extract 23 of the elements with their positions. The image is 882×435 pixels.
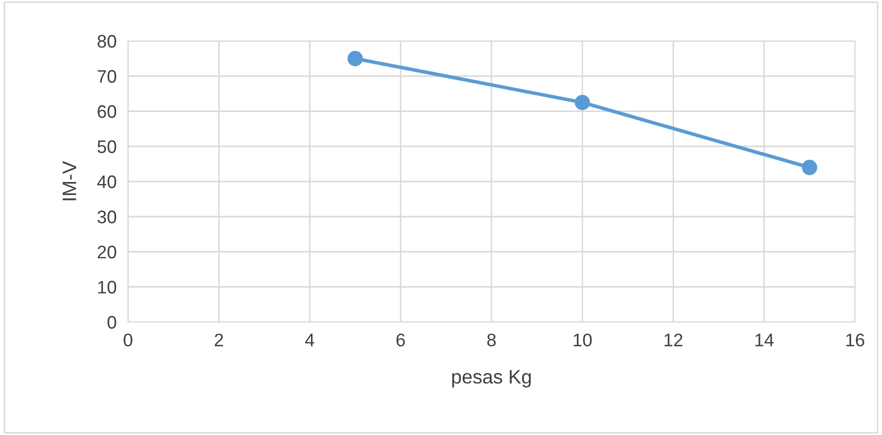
y-tick-label: 60 (98, 105, 116, 118)
point (348, 50, 363, 66)
y-tick-label: 10 (98, 280, 116, 294)
y-tick-label: 40 (97, 175, 116, 188)
point (574, 94, 590, 110)
y-tick-label: 0 (108, 316, 116, 329)
y-tick-label: 80 (98, 34, 116, 48)
y-axis-title: IM-V (62, 161, 76, 200)
y-tick-label: 30 (97, 210, 116, 224)
x-tick-label: 6 (396, 334, 405, 346)
x-tick-label: 8 (487, 334, 496, 346)
x-tick-label: 4 (305, 334, 314, 346)
x-tick-label: 10 (574, 334, 592, 346)
x-tick-label: 12 (664, 334, 682, 346)
point (802, 160, 818, 176)
y-tick-label: 70 (98, 70, 116, 83)
x-tick-label: 16 (846, 334, 864, 346)
x-tick-label: 2 (214, 334, 223, 346)
x-tick-label: 0 (124, 334, 132, 346)
y-tick-label: 20 (98, 246, 116, 258)
x-tick-label: 14 (755, 334, 774, 346)
y-tick-label: 50 (98, 140, 116, 154)
x-axis-title: pesas Kg (452, 370, 531, 388)
